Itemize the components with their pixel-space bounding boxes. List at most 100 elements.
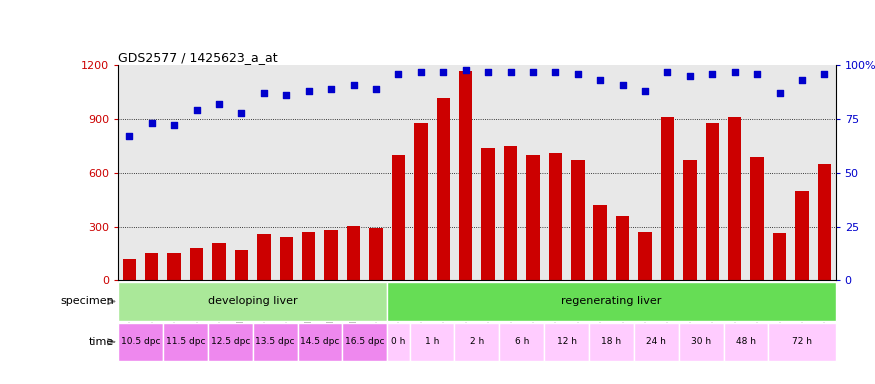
Text: 10.5 dpc: 10.5 dpc bbox=[121, 337, 160, 346]
Bar bbox=[190, 248, 203, 280]
Point bbox=[369, 86, 383, 92]
Bar bbox=[213, 243, 226, 280]
Bar bbox=[616, 216, 629, 280]
Point bbox=[302, 88, 316, 94]
Point bbox=[728, 69, 742, 75]
Point bbox=[795, 77, 809, 83]
Bar bbox=[549, 153, 562, 280]
Text: 14.5 dpc: 14.5 dpc bbox=[300, 337, 340, 346]
Point bbox=[526, 69, 540, 75]
Point bbox=[212, 101, 226, 107]
Point bbox=[167, 122, 181, 129]
Text: 72 h: 72 h bbox=[792, 337, 812, 346]
Point bbox=[279, 92, 293, 98]
Point bbox=[661, 69, 675, 75]
Bar bbox=[145, 253, 158, 280]
Bar bbox=[768, 323, 836, 361]
Point bbox=[123, 133, 136, 139]
Bar bbox=[388, 282, 836, 321]
Bar bbox=[346, 226, 360, 280]
Point bbox=[570, 71, 584, 77]
Text: 48 h: 48 h bbox=[736, 337, 756, 346]
Bar bbox=[504, 146, 517, 280]
Bar bbox=[414, 122, 428, 280]
Bar bbox=[459, 71, 472, 280]
Point bbox=[458, 66, 472, 73]
Bar bbox=[253, 323, 298, 361]
Point bbox=[437, 69, 451, 75]
Text: 1 h: 1 h bbox=[425, 337, 439, 346]
Bar bbox=[728, 117, 741, 280]
Bar bbox=[280, 237, 293, 280]
Bar bbox=[544, 323, 589, 361]
Text: 2 h: 2 h bbox=[470, 337, 484, 346]
Bar bbox=[369, 228, 382, 280]
Text: regenerating liver: regenerating liver bbox=[561, 296, 662, 306]
Point bbox=[682, 73, 696, 79]
Bar bbox=[454, 323, 500, 361]
Bar bbox=[593, 205, 607, 280]
Text: 18 h: 18 h bbox=[601, 337, 621, 346]
Bar bbox=[724, 323, 768, 361]
Bar bbox=[500, 323, 544, 361]
Bar bbox=[234, 250, 248, 280]
Point bbox=[391, 71, 405, 77]
Bar bbox=[118, 282, 388, 321]
Text: 30 h: 30 h bbox=[691, 337, 711, 346]
Bar bbox=[118, 323, 163, 361]
Point bbox=[817, 71, 831, 77]
Bar bbox=[481, 148, 495, 280]
Bar bbox=[683, 160, 696, 280]
Bar bbox=[589, 323, 634, 361]
Bar bbox=[302, 232, 316, 280]
Bar bbox=[167, 253, 181, 280]
Bar bbox=[388, 323, 410, 361]
Bar bbox=[679, 323, 724, 361]
Point bbox=[234, 109, 248, 116]
Point bbox=[324, 86, 338, 92]
Point bbox=[705, 71, 719, 77]
Point bbox=[190, 108, 204, 114]
Point bbox=[773, 90, 787, 96]
Bar bbox=[818, 164, 831, 280]
Point bbox=[503, 69, 517, 75]
Text: 0 h: 0 h bbox=[391, 337, 406, 346]
Bar bbox=[123, 259, 136, 280]
Point bbox=[144, 120, 158, 126]
Bar bbox=[163, 323, 208, 361]
Point bbox=[750, 71, 764, 77]
Point bbox=[257, 90, 271, 96]
Bar bbox=[298, 323, 342, 361]
Text: 16.5 dpc: 16.5 dpc bbox=[345, 337, 384, 346]
Point bbox=[616, 81, 630, 88]
Text: time: time bbox=[88, 337, 114, 347]
Bar bbox=[257, 234, 270, 280]
Bar bbox=[795, 191, 808, 280]
Bar bbox=[526, 155, 540, 280]
Text: 24 h: 24 h bbox=[647, 337, 666, 346]
Point bbox=[414, 69, 428, 75]
Text: 11.5 dpc: 11.5 dpc bbox=[165, 337, 205, 346]
Bar bbox=[773, 233, 787, 280]
Bar bbox=[661, 117, 675, 280]
Point bbox=[638, 88, 652, 94]
Point bbox=[549, 69, 563, 75]
Text: 6 h: 6 h bbox=[514, 337, 528, 346]
Bar bbox=[639, 232, 652, 280]
Point bbox=[346, 81, 360, 88]
Bar bbox=[634, 323, 679, 361]
Bar bbox=[705, 122, 719, 280]
Text: specimen: specimen bbox=[60, 296, 114, 306]
Point bbox=[481, 69, 495, 75]
Bar bbox=[392, 155, 405, 280]
Bar bbox=[410, 323, 454, 361]
Bar bbox=[342, 323, 388, 361]
Text: developing liver: developing liver bbox=[208, 296, 298, 306]
Bar bbox=[208, 323, 253, 361]
Bar bbox=[437, 98, 450, 280]
Bar bbox=[325, 230, 338, 280]
Text: 13.5 dpc: 13.5 dpc bbox=[255, 337, 295, 346]
Bar bbox=[751, 157, 764, 280]
Text: GDS2577 / 1425623_a_at: GDS2577 / 1425623_a_at bbox=[118, 51, 277, 64]
Bar bbox=[571, 160, 584, 280]
